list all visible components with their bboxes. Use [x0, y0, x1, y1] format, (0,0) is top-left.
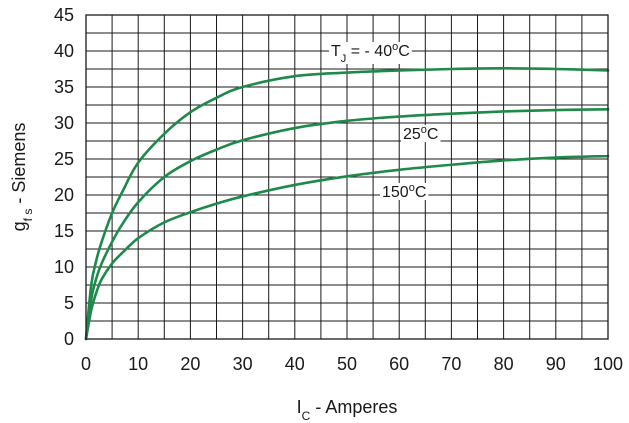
- x-tick-labels: 0 10 20 30 40 50 60 70 80 90 100: [81, 354, 623, 374]
- y-tick-label: 15: [54, 221, 74, 241]
- y-tick-label: 45: [54, 5, 74, 25]
- y-tick-label: 20: [54, 185, 74, 205]
- series-label-25c: 25oC: [403, 124, 438, 143]
- series-line-25c: [84, 108, 610, 341]
- x-tick-label: 40: [285, 354, 305, 374]
- x-tick-label: 80: [494, 354, 514, 374]
- y-tick-labels: 0 5 10 15 20 25 30 35 40 45: [54, 5, 74, 349]
- series-label-backing: [329, 42, 412, 64]
- y-tick-label: 40: [54, 41, 74, 61]
- y-tick-label: 30: [54, 113, 74, 133]
- series-label-tj-minus40c: TJ = - 40oC: [331, 41, 410, 65]
- x-tick-label: 90: [546, 354, 566, 374]
- y-tick-label: 35: [54, 77, 74, 97]
- x-axis-title: IC - Amperes: [297, 397, 398, 423]
- x-tick-label: 10: [128, 354, 148, 374]
- x-tick-label: 60: [389, 354, 409, 374]
- series-label-backing: [380, 183, 429, 200]
- x-tick-label: 100: [593, 354, 623, 374]
- y-tick-label: 25: [54, 149, 74, 169]
- y-tick-label: 5: [64, 293, 74, 313]
- series-line-tj-minus40c: [84, 66, 610, 341]
- x-tick-label: 0: [81, 354, 91, 374]
- series-lines: [84, 66, 610, 341]
- x-tick-label: 20: [180, 354, 200, 374]
- series-label-backing: [401, 125, 441, 142]
- series-line-150c: [84, 154, 610, 341]
- y-axis-title: gf s - Siemens: [9, 123, 35, 232]
- x-tick-label: 70: [441, 354, 461, 374]
- y-tick-label: 0: [64, 329, 74, 349]
- y-tick-label: 10: [54, 257, 74, 277]
- plot-frame: [85, 14, 609, 340]
- x-tick-label: 50: [337, 354, 357, 374]
- series-labels: [329, 42, 441, 200]
- series-label-150c: 150oC: [382, 182, 426, 201]
- x-tick-label: 30: [233, 354, 253, 374]
